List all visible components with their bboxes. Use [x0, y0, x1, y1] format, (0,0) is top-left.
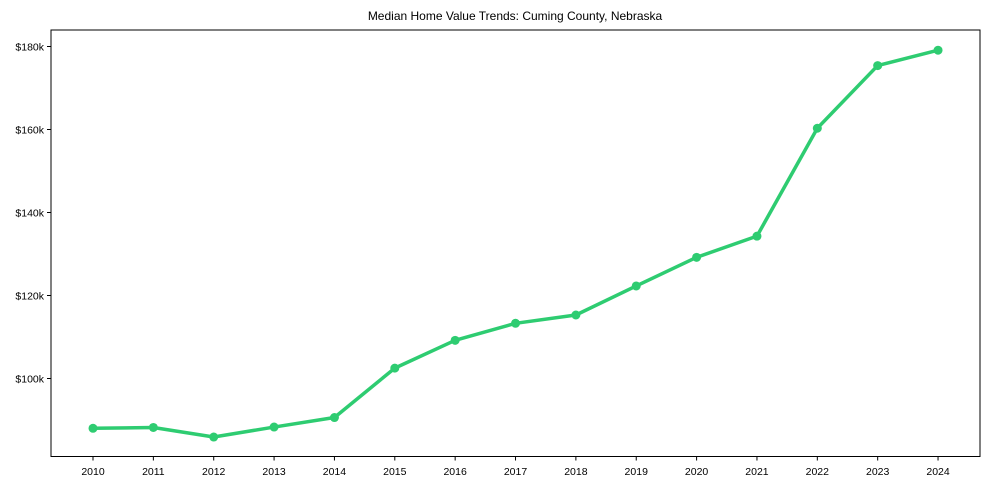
data-point — [209, 432, 219, 442]
data-point — [692, 252, 702, 262]
data-point — [631, 281, 641, 291]
x-tick-label: 2021 — [745, 466, 769, 478]
plot-area — [50, 29, 981, 457]
x-tick-label: 2023 — [866, 466, 890, 478]
data-point — [571, 310, 581, 320]
y-axis: $100k $120k $140k $160k $180k — [15, 42, 51, 386]
x-tick-label: 2022 — [806, 466, 830, 478]
chart-title: Median Home Value Trends: Cuming County,… — [368, 9, 663, 23]
x-tick-label: 2019 — [625, 466, 649, 478]
data-point — [329, 413, 339, 423]
x-axis: 2010 2011 2012 2013 2014 2015 2016 2017 2018 2019… — [81, 456, 950, 478]
data-point — [390, 363, 400, 373]
data-point — [148, 422, 158, 432]
x-tick-label: 2020 — [685, 466, 709, 478]
data-point — [873, 61, 883, 71]
x-tick-label: 2014 — [323, 466, 347, 478]
data-point — [812, 123, 822, 133]
series-line — [92, 48, 939, 439]
x-tick-label: 2012 — [202, 466, 226, 478]
data-point — [88, 423, 98, 433]
data-point — [933, 45, 943, 55]
y-tick-label: $100k — [15, 374, 44, 386]
y-tick-label: $160k — [15, 125, 44, 137]
data-point — [450, 335, 460, 345]
data-series — [88, 45, 943, 442]
x-tick-label: 2018 — [564, 466, 588, 478]
y-tick-label: $140k — [15, 208, 44, 220]
data-point — [752, 231, 762, 241]
y-tick-label: $120k — [15, 291, 44, 303]
x-tick-label: 2024 — [926, 466, 950, 478]
x-tick-label: 2017 — [504, 466, 528, 478]
x-tick-label: 2010 — [81, 466, 105, 478]
x-tick-label: 2016 — [443, 466, 467, 478]
data-point — [269, 422, 279, 432]
data-point — [511, 318, 521, 328]
x-tick-label: 2013 — [262, 466, 286, 478]
x-tick-label: 2015 — [383, 466, 407, 478]
x-tick-label: 2011 — [142, 466, 165, 478]
y-tick-label: $180k — [15, 42, 44, 54]
